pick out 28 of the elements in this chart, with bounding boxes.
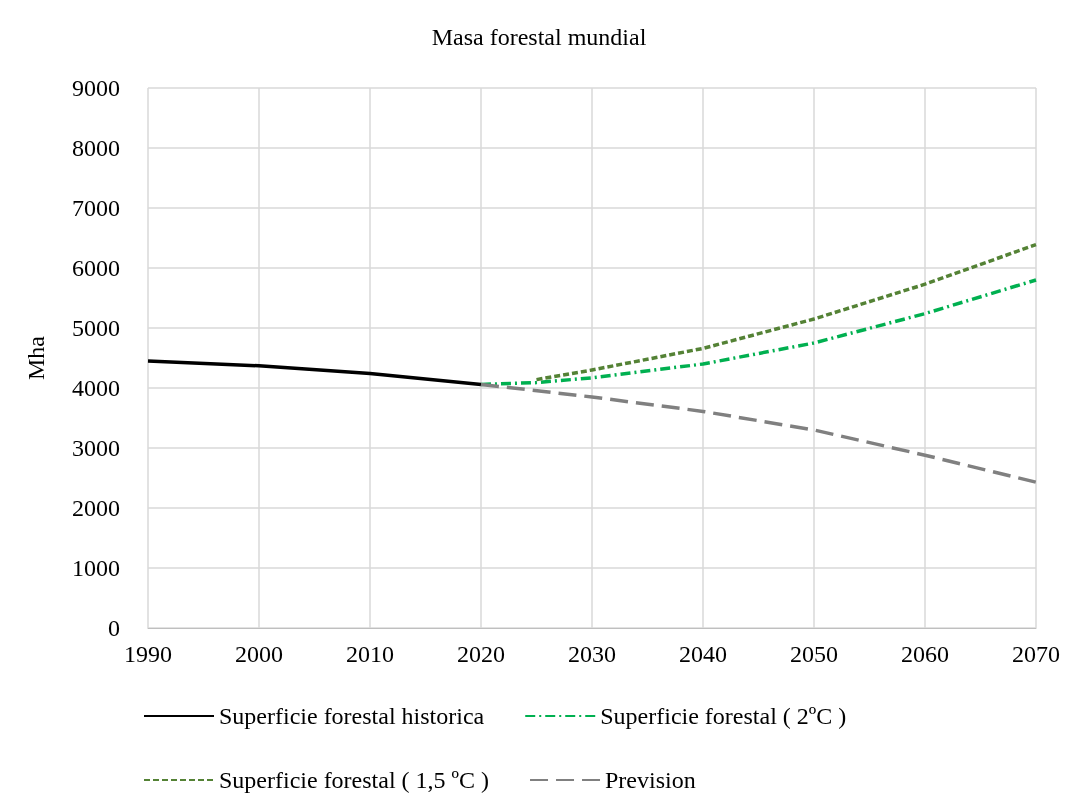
y-tick-label: 2000 (72, 495, 120, 521)
y-tick-label: 5000 (72, 315, 120, 341)
legend-label: Superficie forestal ( 1,5 ºC ) (219, 767, 490, 793)
y-axis-title: Mha (23, 335, 49, 380)
x-tick-label: 2030 (568, 641, 616, 667)
y-tick-label: 3000 (72, 435, 120, 461)
y-tick-label: 0 (108, 615, 120, 641)
x-tick-label: 2070 (1012, 641, 1060, 667)
y-tick-label: 8000 (72, 135, 120, 161)
x-tick-label: 2020 (457, 641, 505, 667)
y-tick-label: 1000 (72, 555, 120, 581)
x-tick-label: 2060 (901, 641, 949, 667)
y-tick-label: 9000 (72, 75, 120, 101)
y-tick-label: 4000 (72, 375, 120, 401)
x-tick-label: 1990 (124, 641, 172, 667)
legend-label: Superficie forestal historica (219, 703, 485, 729)
x-tick-label: 2000 (235, 641, 283, 667)
legend-label: Prevision (605, 767, 696, 793)
line-series (479, 382, 1038, 484)
line-series (146, 359, 483, 387)
legend-label: Superficie forestal ( 2ºC ) (600, 703, 847, 729)
x-tick-label: 2040 (679, 641, 727, 667)
x-tick-label: 2010 (346, 641, 394, 667)
chart-title: Masa forestal mundial (431, 24, 647, 50)
line-series (534, 242, 1038, 382)
y-tick-label: 6000 (72, 255, 120, 281)
y-tick-label: 7000 (72, 195, 120, 221)
x-tick-label: 2050 (790, 641, 838, 667)
